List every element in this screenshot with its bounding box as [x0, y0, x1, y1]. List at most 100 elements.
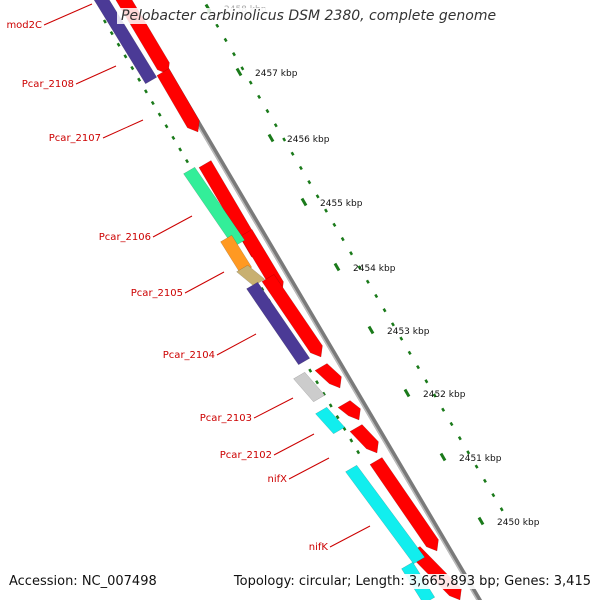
inner-tick [178, 147, 183, 152]
kbp-label: 2454 kbp [353, 264, 396, 274]
kbp-label: 2452 kbp [423, 390, 466, 400]
gene-label: Pcar_2107 [49, 133, 101, 144]
reverse-gene-box [293, 371, 326, 403]
kbp-label: 2450 kbp [497, 518, 540, 528]
kbp-label: 2453 kbp [387, 327, 430, 337]
outer-tick [240, 66, 245, 71]
reverse-gene-box [93, 0, 158, 85]
reverse-gene-box [236, 264, 266, 287]
gene-features [93, 0, 462, 600]
outer-tick [324, 208, 328, 213]
reverse-gene-box [315, 406, 346, 435]
forward-gene-arrow [349, 424, 379, 454]
outer-tick [298, 165, 303, 171]
outer-tick [340, 236, 345, 242]
outer-tick [307, 180, 312, 185]
inner-tick [137, 77, 142, 82]
major-tick [439, 452, 447, 462]
outer-tick [482, 478, 487, 484]
gene-label: Pcar_2102 [220, 450, 272, 461]
outer-tick [265, 108, 270, 114]
outer-tick [474, 464, 479, 469]
outer-tick [416, 364, 420, 370]
outer-tick [457, 436, 462, 441]
inner-tick [315, 380, 320, 385]
outer-tick [491, 492, 496, 498]
gene-label: Pcar_2104 [163, 350, 215, 361]
outer-tick [424, 379, 429, 384]
inner-tick [328, 403, 333, 408]
gene-label: nifK [309, 542, 329, 553]
forward-gene-arrow [156, 68, 200, 133]
outer-tick [349, 251, 354, 256]
inner-tick [116, 42, 121, 47]
gene-label-leader [184, 271, 225, 294]
outer-tick [273, 123, 278, 128]
major-tick [333, 262, 341, 272]
kbp-label: 2457 kbp [255, 69, 298, 79]
inner-tick [102, 19, 107, 24]
inner-tick [342, 426, 347, 431]
inner-tick [143, 89, 148, 94]
outer-tick [466, 450, 471, 455]
major-tick [267, 133, 275, 143]
outer-tick [315, 194, 320, 199]
gene-label: nifX [268, 474, 288, 485]
gene-label-leader [216, 333, 257, 356]
gene-label: Pcar_2106 [99, 232, 151, 243]
outer-tick [290, 151, 295, 156]
gene-label: Pcar_2103 [200, 413, 252, 424]
genome-title: Pelobacter carbinolicus DSM 2380, comple… [117, 8, 501, 24]
forward-gene-arrow [369, 457, 439, 552]
outer-tick [390, 322, 395, 327]
reverse-gene-box [183, 166, 246, 248]
inner-tick [321, 391, 326, 397]
gene-label: mod2C [6, 20, 42, 31]
major-tick [235, 67, 243, 77]
major-tick [477, 516, 485, 526]
outer-tick [407, 350, 412, 356]
gene-label-leader [273, 433, 315, 456]
gene-label: Pcar_2105 [131, 288, 183, 299]
gene-label: Pcar_2108 [22, 79, 74, 90]
forward-gene-arrow [337, 400, 361, 421]
outer-tick [432, 393, 437, 398]
gene-label-leader [329, 525, 371, 548]
inner-tick [150, 100, 155, 106]
inner-tick [185, 159, 189, 164]
outer-tick [215, 23, 220, 28]
reverse-gene-box [246, 281, 311, 366]
kbp-label: 2451 kbp [459, 454, 502, 464]
major-tick [403, 388, 411, 398]
outer-tick [282, 137, 287, 142]
kbp-label: 2455 kbp [320, 199, 363, 209]
outer-tick [374, 293, 379, 299]
gene-label-leader [152, 215, 193, 238]
forward-gene-arrow [261, 274, 323, 358]
gene-label-leader [102, 119, 144, 139]
kbp-label: 2456 kbp [287, 135, 330, 145]
gene-label-leader [75, 65, 117, 85]
inner-tick [123, 54, 128, 59]
outer-tick [232, 52, 236, 57]
reverse-gene-box [345, 464, 426, 565]
outer-tick [357, 265, 362, 270]
forward-gene-arrow [314, 363, 342, 389]
inner-tick [130, 65, 135, 71]
inner-tick [356, 449, 361, 455]
outer-tick [365, 279, 370, 284]
reverse-gene-box [220, 234, 253, 275]
outer-tick [248, 80, 253, 85]
outer-tick [332, 222, 337, 227]
outer-tick [399, 336, 404, 341]
major-tick [300, 197, 308, 207]
inner-tick [308, 368, 313, 373]
outer-tick [257, 94, 262, 99]
gene-label-leader [43, 3, 93, 26]
outer-tick [382, 308, 387, 313]
accession-text: Accession: NC_007498 [7, 574, 159, 589]
major-tick [367, 325, 375, 335]
outer-tick [441, 407, 446, 412]
outer-tick [223, 37, 228, 43]
